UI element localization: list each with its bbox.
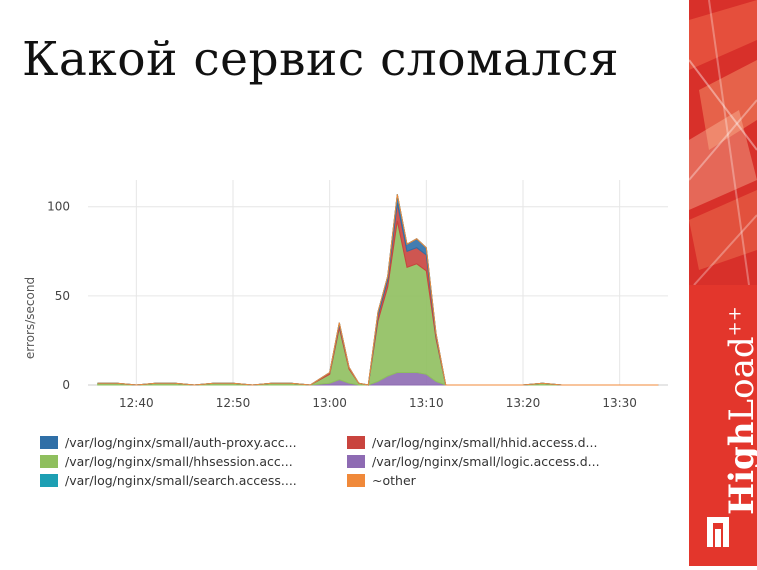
legend-item[interactable]: ~other xyxy=(347,473,416,488)
legend-swatch xyxy=(40,474,58,487)
x-tick-label: 13:30 xyxy=(602,396,637,410)
slide-title: Какой сервис сломался xyxy=(22,32,619,87)
y-tick-label: 100 xyxy=(47,200,70,214)
legend-swatch xyxy=(40,436,58,449)
x-tick-label: 13:10 xyxy=(409,396,444,410)
legend-item[interactable]: /var/log/nginx/small/hhsession.acc... xyxy=(40,454,293,469)
highload-logo-icon xyxy=(689,285,757,566)
brand-wordmark: HighLoad++ xyxy=(722,306,757,515)
y-axis-ticks: 0 50 100 xyxy=(47,200,70,392)
legend-item[interactable]: /var/log/nginx/small/search.access.... xyxy=(40,473,297,488)
brand-strip xyxy=(689,0,757,566)
legend-label: /var/log/nginx/small/search.access.... xyxy=(65,473,297,488)
chart-areas xyxy=(97,194,659,386)
legend-swatch xyxy=(347,474,365,487)
legend-swatch xyxy=(347,455,365,468)
brand-suffix: ++ xyxy=(724,306,746,337)
area-series-1 xyxy=(97,220,659,386)
y-axis-label: errors/second xyxy=(23,277,37,359)
brand-name-light: Load xyxy=(722,336,757,422)
x-axis-ticks: 12:40 12:50 13:00 13:10 13:20 13:30 xyxy=(119,396,637,410)
y-tick-label: 50 xyxy=(55,289,70,303)
errors-area-chart: 0 50 100 12:40 12:50 13:00 13:10 13:20 13:30 er… xyxy=(23,180,668,410)
legend-item[interactable]: /var/log/nginx/small/hhid.access.d... xyxy=(347,435,597,450)
legend-swatch xyxy=(40,455,58,468)
brand-pattern xyxy=(689,0,757,285)
x-tick-label: 13:00 xyxy=(312,396,347,410)
area-series-5 xyxy=(97,194,659,386)
legend-swatch xyxy=(347,436,365,449)
brand-name-bold: High xyxy=(722,421,757,515)
legend-label: /var/log/nginx/small/hhsession.acc... xyxy=(65,454,293,469)
legend-label: /var/log/nginx/small/auth-proxy.acc... xyxy=(65,435,297,450)
x-tick-label: 12:50 xyxy=(216,396,251,410)
legend-item[interactable]: /var/log/nginx/small/auth-proxy.acc... xyxy=(40,435,297,450)
x-tick-label: 12:40 xyxy=(119,396,154,410)
brand-logo xyxy=(689,285,757,566)
legend-item[interactable]: /var/log/nginx/small/logic.access.d... xyxy=(347,454,600,469)
legend-label: /var/log/nginx/small/logic.access.d... xyxy=(372,454,600,469)
legend-label: /var/log/nginx/small/hhid.access.d... xyxy=(372,435,598,450)
legend-label: ~other xyxy=(372,473,416,488)
y-tick-label: 0 xyxy=(62,378,70,392)
x-tick-label: 13:20 xyxy=(506,396,541,410)
